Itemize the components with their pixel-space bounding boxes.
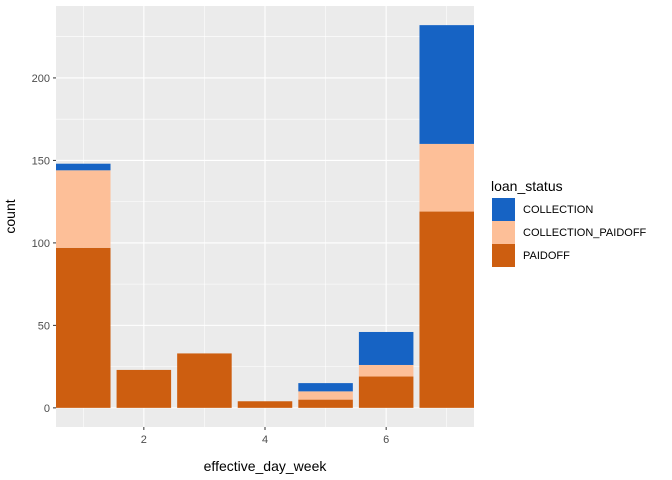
legend-label: COLLECTION_PAIDOFF	[523, 227, 647, 239]
y-tick-label: 150	[32, 155, 50, 167]
legend-label: PAIDOFF	[523, 250, 570, 262]
bar-segment-collection-paidoff	[419, 143, 474, 212]
bar-segment-paidoff	[56, 247, 111, 408]
bar-segment-collection	[358, 331, 414, 365]
x-tick-label: 2	[141, 434, 147, 446]
y-tick-label: 200	[32, 73, 50, 85]
bar-segment-collection-paidoff	[358, 364, 414, 377]
legend-key-collection-paidoff	[492, 221, 515, 244]
legend-key-collection	[492, 198, 515, 221]
x-tick-label: 6	[383, 434, 389, 446]
legend-key-paidoff	[492, 244, 515, 267]
bar-segment-paidoff	[237, 401, 293, 408]
y-tick-label: 50	[38, 320, 50, 332]
bar-segment-collection-paidoff	[298, 391, 353, 400]
legend: loan_status COLLECTION COLLECTION_PAIDOFF…	[491, 178, 647, 267]
legend-label: COLLECTION	[523, 204, 593, 216]
bar-segment-paidoff	[116, 369, 172, 408]
y-axis-title: count	[2, 199, 18, 233]
bar-segment-collection	[56, 163, 111, 171]
bar-segment-paidoff	[177, 353, 232, 408]
y-tick-label: 100	[32, 238, 50, 250]
bar-segment-paidoff	[298, 399, 353, 408]
bar-segment-paidoff	[358, 376, 414, 408]
y-tick-label: 0	[44, 403, 50, 415]
bar-segment-paidoff	[419, 211, 474, 408]
y-axis-ticks: 0 50 100 150 200	[32, 73, 56, 415]
bar-segment-collection-paidoff	[56, 170, 111, 248]
bar-segment-collection	[419, 25, 474, 144]
x-axis-ticks: 2 4 6	[141, 427, 389, 446]
bars	[56, 25, 474, 408]
x-tick-label: 4	[262, 434, 268, 446]
legend-title: loan_status	[491, 178, 563, 194]
bar-segment-collection	[298, 383, 353, 392]
x-axis-title: effective_day_week	[204, 458, 328, 474]
